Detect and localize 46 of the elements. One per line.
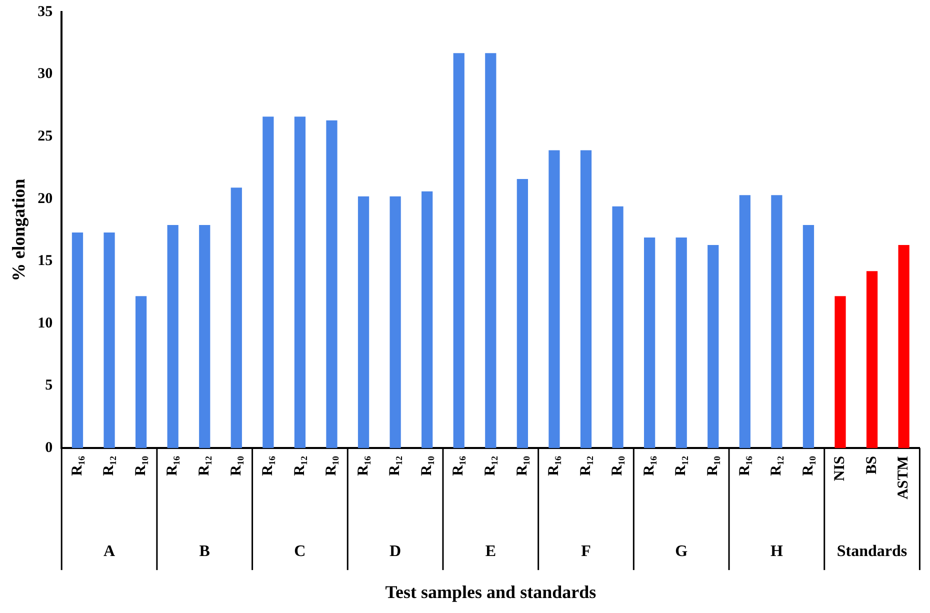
x-tick-label: NIS — [832, 456, 848, 482]
y-tick-label: 30 — [38, 66, 53, 82]
x-tick-label: R₁₂ — [768, 456, 785, 476]
x-tick-label: BS — [864, 456, 880, 474]
x-tick-label: R₁₀ — [228, 456, 244, 476]
x-tick-label: R₁₀ — [610, 456, 626, 476]
y-tick-label: 20 — [38, 190, 53, 207]
x-tick-label: ASTM — [896, 456, 912, 500]
x-tick-label: R₁₂ — [673, 456, 690, 476]
x-tick-label: R₁₂ — [101, 456, 118, 476]
x-tick-label: R₁₆ — [546, 456, 562, 476]
x-tick-label: R₁₆ — [260, 456, 276, 476]
x-tick-label: R₁₀ — [132, 456, 149, 476]
x-tick-label: R₁₀ — [418, 456, 435, 476]
x-axis-title: Test samples and standards — [385, 582, 596, 602]
x-tick-label: R₁₂ — [292, 456, 308, 476]
x-tick-label: R₁₀ — [514, 456, 530, 476]
text: H — [770, 543, 784, 560]
x-tick-label: R₁₂ — [578, 456, 594, 476]
text: E — [485, 543, 496, 560]
y-tick-label: 35 — [38, 4, 53, 20]
text: A — [103, 543, 116, 560]
x-tick-label: R₁₂ — [482, 456, 499, 476]
x-tick-label: R₁₆ — [736, 456, 753, 476]
x-tick-label: R₁₆ — [355, 456, 372, 476]
text: B — [199, 543, 210, 560]
x-tick-label: R₁₆ — [641, 456, 658, 476]
text: C — [294, 543, 306, 560]
text: G — [675, 543, 688, 560]
text: Standards — [836, 543, 908, 560]
text: D — [390, 543, 402, 560]
x-tick-label: R₁₆ — [450, 456, 467, 476]
y-axis-title: % elongation — [8, 178, 28, 282]
y-tick-label: 25 — [38, 128, 53, 144]
x-tick-label: R₁₆ — [69, 456, 86, 476]
y-tick-label: 5 — [45, 378, 53, 394]
x-tick-label: R₁₀ — [324, 456, 340, 476]
x-tick-label: R₁₂ — [387, 456, 404, 476]
y-tick-label: 0 — [45, 440, 53, 456]
x-tick-label: R₁₀ — [705, 456, 721, 476]
text: F — [581, 543, 592, 560]
y-tick-label: 15 — [38, 253, 53, 270]
x-tick-label: R₁₂ — [196, 456, 212, 476]
y-tick-label: 10 — [38, 315, 53, 332]
x-tick-label: R₁₆ — [164, 456, 181, 476]
x-tick-label: R₁₀ — [800, 456, 816, 476]
